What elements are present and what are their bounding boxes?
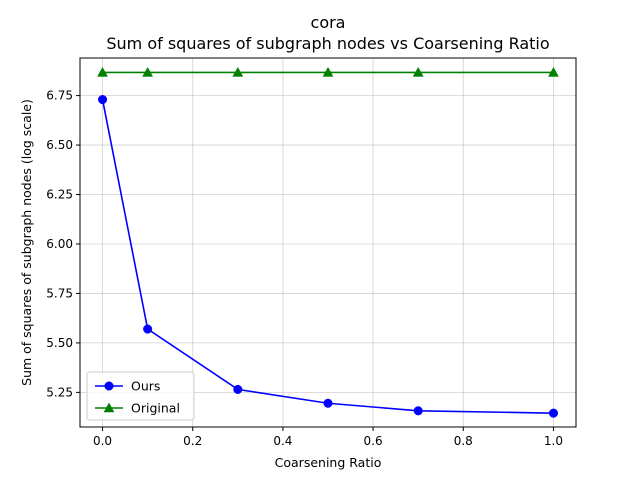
plot-area-frame xyxy=(79,57,577,428)
data-point-original xyxy=(412,66,424,77)
ticks: 0.0 0.2 0.4 0.6 0.8 1.0 5.25 5.50 5.75 6.00 6.25 6.… xyxy=(46,89,563,448)
y-tick-label: 6.00 xyxy=(46,237,73,251)
data-point-ours xyxy=(548,408,559,418)
y-tick-label: 6.50 xyxy=(46,138,73,152)
chart-title: cora xyxy=(311,13,346,32)
y-tick-label: 6.75 xyxy=(46,89,73,103)
x-tick-label: 0.8 xyxy=(454,434,473,448)
y-axis-label: Sum of squares of subgraph nodes (log sc… xyxy=(19,99,34,386)
x-tick-label: 0.0 xyxy=(93,434,112,448)
legend-marker xyxy=(103,402,115,413)
data-point-ours xyxy=(413,406,423,416)
data-point-original xyxy=(97,66,108,77)
legend-label: Ours xyxy=(131,379,160,394)
data-point-ours xyxy=(97,94,108,105)
x-tick-label: 1.0 xyxy=(544,434,563,448)
y-tick-label: 6.25 xyxy=(46,188,73,202)
legend-marker xyxy=(104,381,114,391)
series-line-ours xyxy=(101,99,554,414)
data-point-ours xyxy=(233,384,243,394)
chart-subtitle: Sum of squares of subgraph nodes vs Coar… xyxy=(106,34,549,53)
x-axis-label: Coarsening Ratio xyxy=(275,455,382,470)
data-point-original xyxy=(548,66,559,77)
data-point-ours xyxy=(143,324,153,334)
series-layer xyxy=(97,66,559,418)
series-original xyxy=(97,66,559,77)
data-point-original xyxy=(322,66,334,77)
data-point-ours xyxy=(323,398,333,408)
y-tick-label: 5.75 xyxy=(46,286,73,300)
grid xyxy=(80,58,576,427)
data-point-original xyxy=(142,66,154,77)
x-tick-label: 0.6 xyxy=(364,434,383,448)
x-tick-label: 0.4 xyxy=(273,434,292,448)
y-tick-label: 5.50 xyxy=(46,336,73,350)
data-point-original xyxy=(232,66,244,77)
x-tick-label: 0.2 xyxy=(183,434,202,448)
legend: Ours Original xyxy=(86,371,195,421)
y-tick-label: 5.25 xyxy=(46,385,73,399)
legend-label: Original xyxy=(131,401,180,416)
series-ours xyxy=(97,94,559,418)
